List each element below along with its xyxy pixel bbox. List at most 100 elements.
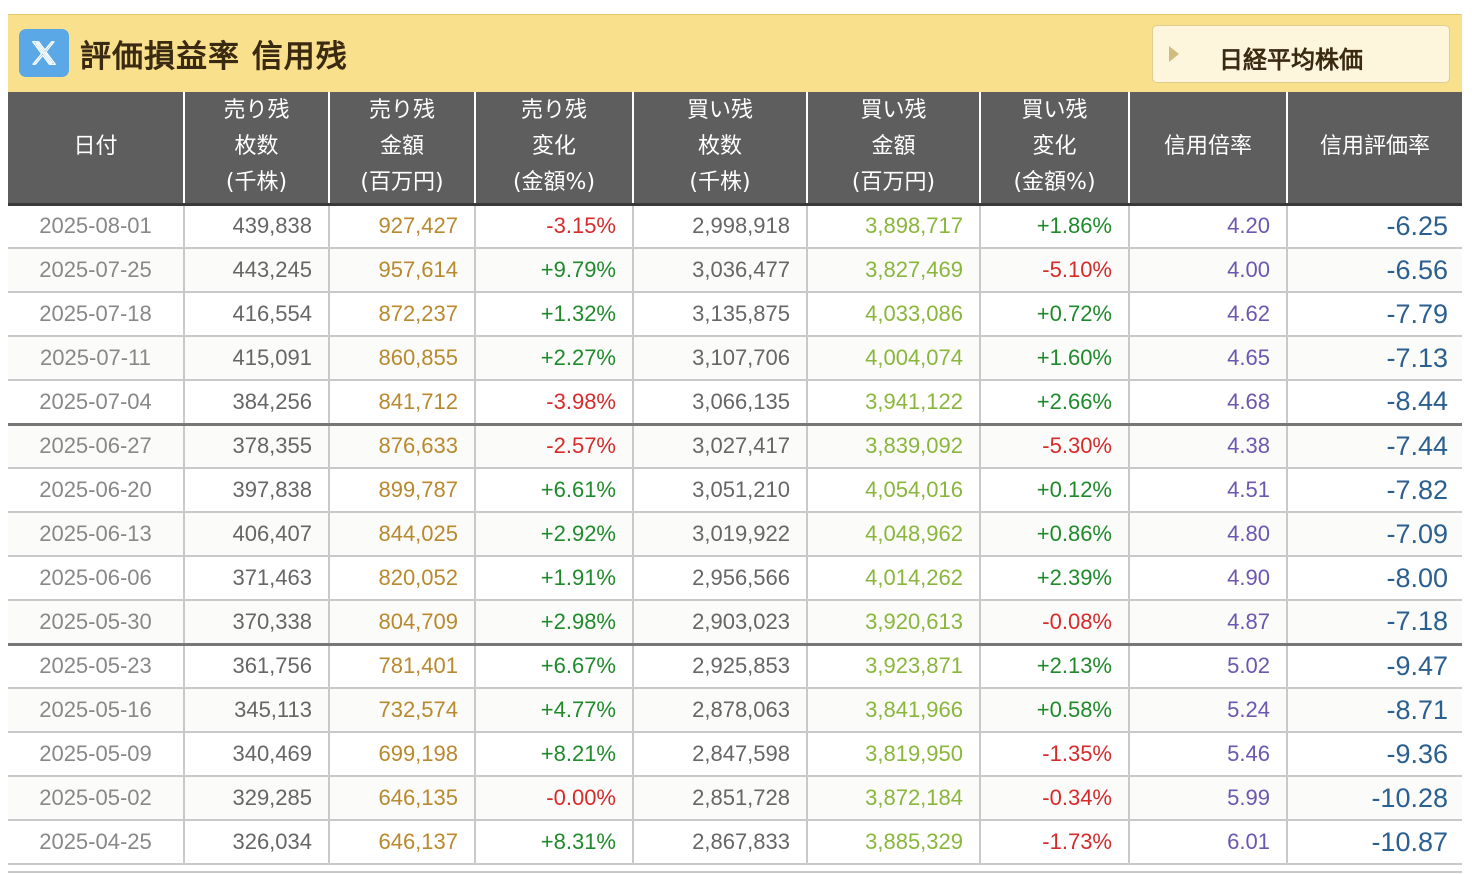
cell-buy-amt: 3,885,329 (807, 820, 981, 865)
cell-buy-qty: 2,925,853 (633, 644, 808, 689)
column-header-sell-amount[interactable]: 売り残 金額 (百万円) (329, 92, 476, 206)
cell-sell-qty: 371,463 (184, 556, 330, 601)
column-header-margin-eval-rate[interactable]: 信用評価率 (1287, 92, 1462, 206)
column-header-buy-qty[interactable]: 買い残 枚数 (千株) (633, 92, 808, 206)
cell-date: 2025-06-20 (8, 468, 185, 513)
column-header-buy-change[interactable]: 買い残 変化 (金額%) (980, 92, 1130, 206)
cell-date: 2025-05-30 (8, 600, 185, 646)
cell-ratio: 4.00 (1129, 248, 1288, 293)
cell-sell-chg: +2.92% (475, 512, 634, 557)
table-row: 2025-07-25 443,245 957,614 +9.79% 3,036,477 3… (8, 248, 1462, 293)
cell-sell-amt: 844,025 (329, 512, 476, 557)
cell-sell-chg: +2.27% (475, 336, 634, 381)
cell-buy-chg: +0.58% (980, 688, 1130, 733)
cell-buy-amt: 3,819,950 (807, 732, 981, 777)
column-header-sell-change[interactable]: 売り残 変化 (金額%) (475, 92, 634, 206)
column-header-line: 買い残 (1021, 98, 1088, 124)
cell-sell-qty: 416,554 (184, 292, 330, 337)
cell-buy-chg: -1.35% (980, 732, 1130, 777)
cell-buy-chg: +2.39% (980, 556, 1130, 601)
cell-buy-chg: +2.66% (980, 380, 1130, 426)
table-row: 2025-07-11 415,091 860,855 +2.27% 3,107,706 4… (8, 336, 1462, 381)
cell-eval: -7.44 (1287, 424, 1462, 469)
cell-buy-amt: 4,054,016 (807, 468, 981, 513)
table-row: 2025-07-18 416,554 872,237 +1.32% 3,135,875 4… (8, 292, 1462, 337)
cell-ratio: 4.38 (1129, 424, 1288, 469)
cell-sell-chg: +1.32% (475, 292, 634, 337)
column-header-sell-qty[interactable]: 売り残 枚数 (千株) (184, 92, 330, 206)
cell-date: 2025-06-13 (8, 512, 185, 557)
cell-date: 2025-06-27 (8, 424, 185, 469)
cell-sell-amt: 804,709 (329, 600, 476, 646)
nikkei-average-button-label: 日経平均株価 (1219, 46, 1363, 74)
cell-sell-qty: 361,756 (184, 644, 330, 689)
cell-sell-chg: +4.77% (475, 688, 634, 733)
cell-buy-qty: 2,847,598 (633, 732, 808, 777)
cell-buy-amt: 3,839,092 (807, 424, 981, 469)
cell-sell-amt: 646,137 (329, 820, 476, 865)
table-row: 2025-06-06 371,463 820,052 +1.91% 2,956,566 4… (8, 556, 1462, 601)
triangle-right-icon (1169, 46, 1179, 62)
column-header-date[interactable]: 日付 (8, 92, 185, 206)
table-row: 2025-07-04 384,256 841,712 -3.98% 3,066,135 3… (8, 380, 1462, 426)
cell-eval: -6.25 (1287, 204, 1462, 249)
column-header-line: 枚数 (234, 134, 279, 160)
nikkei-average-button[interactable]: 日経平均株価 (1152, 25, 1450, 83)
table-row: 2025-05-23 361,756 781,401 +6.67% 2,925,853 3… (8, 644, 1462, 689)
cell-buy-amt: 4,033,086 (807, 292, 981, 337)
column-header-line: 日付 (73, 134, 118, 160)
cell-buy-amt: 4,014,262 (807, 556, 981, 601)
cell-ratio: 6.01 (1129, 820, 1288, 865)
column-header-line: 信用評価率 (1319, 134, 1430, 160)
cell-ratio: 4.51 (1129, 468, 1288, 513)
cell-buy-amt: 4,048,962 (807, 512, 981, 557)
cell-eval: -10.28 (1287, 776, 1462, 821)
cell-sell-amt: 872,237 (329, 292, 476, 337)
cell-ratio: 4.87 (1129, 600, 1288, 646)
cell-eval: -8.00 (1287, 556, 1462, 601)
cell-buy-qty: 2,851,728 (633, 776, 808, 821)
cell-eval: -6.56 (1287, 248, 1462, 293)
cell-sell-chg: -0.00% (475, 776, 634, 821)
cell-sell-chg: +2.98% (475, 600, 634, 646)
column-header-line: 変化 (531, 134, 576, 160)
cell-eval: -7.18 (1287, 600, 1462, 646)
cell-date: 2025-06-06 (8, 556, 185, 601)
cell-buy-amt: 3,841,966 (807, 688, 981, 733)
cell-ratio: 5.99 (1129, 776, 1288, 821)
cell-sell-amt: 860,855 (329, 336, 476, 381)
cell-buy-qty: 2,903,023 (633, 600, 808, 646)
table-row: 2025-05-09 340,469 699,198 +8.21% 2,847,598 3… (8, 732, 1462, 777)
cell-buy-chg: +0.72% (980, 292, 1130, 337)
cell-buy-qty: 3,036,477 (633, 248, 808, 293)
cell-buy-chg: -1.73% (980, 820, 1130, 865)
cell-sell-qty: 378,355 (184, 424, 330, 469)
cell-sell-amt: 820,052 (329, 556, 476, 601)
column-header-line: (金額%) (512, 170, 596, 196)
table-row: 2025-06-27 378,355 876,633 -2.57% 3,027,417 3… (8, 424, 1462, 469)
column-header-buy-amount[interactable]: 買い残 金額 (百万円) (807, 92, 981, 206)
column-header-line: (百万円) (360, 170, 444, 196)
cell-buy-qty: 3,107,706 (633, 336, 808, 381)
cell-buy-qty: 2,878,063 (633, 688, 808, 733)
cell-sell-qty: 329,285 (184, 776, 330, 821)
cell-buy-chg: +0.86% (980, 512, 1130, 557)
column-header-margin-ratio[interactable]: 信用倍率 (1129, 92, 1288, 206)
cell-sell-amt: 927,427 (329, 204, 476, 249)
cell-sell-chg: -3.15% (475, 204, 634, 249)
column-header-line: (金額%) (1013, 170, 1096, 196)
cell-sell-chg: -3.98% (475, 380, 634, 426)
x-share-button[interactable] (19, 29, 69, 77)
cell-date: 2025-07-11 (8, 336, 185, 381)
cell-ratio: 5.24 (1129, 688, 1288, 733)
column-header-line: 金額 (379, 134, 424, 160)
cell-eval: -8.71 (1287, 688, 1462, 733)
cell-buy-chg: +2.13% (980, 644, 1130, 689)
cell-sell-qty: 345,113 (184, 688, 330, 733)
cell-sell-chg: -2.57% (475, 424, 634, 469)
cell-eval: -10.87 (1287, 820, 1462, 865)
cell-sell-qty: 439,838 (184, 204, 330, 249)
margin-balance-panel: 評価損益率 信用残 日経平均株価 日付 売り残 枚数 (千株) 売り残 金額 (百万円) 売り… (8, 14, 1462, 873)
cell-ratio: 5.02 (1129, 644, 1288, 689)
column-header-line: 売り残 (223, 98, 290, 124)
